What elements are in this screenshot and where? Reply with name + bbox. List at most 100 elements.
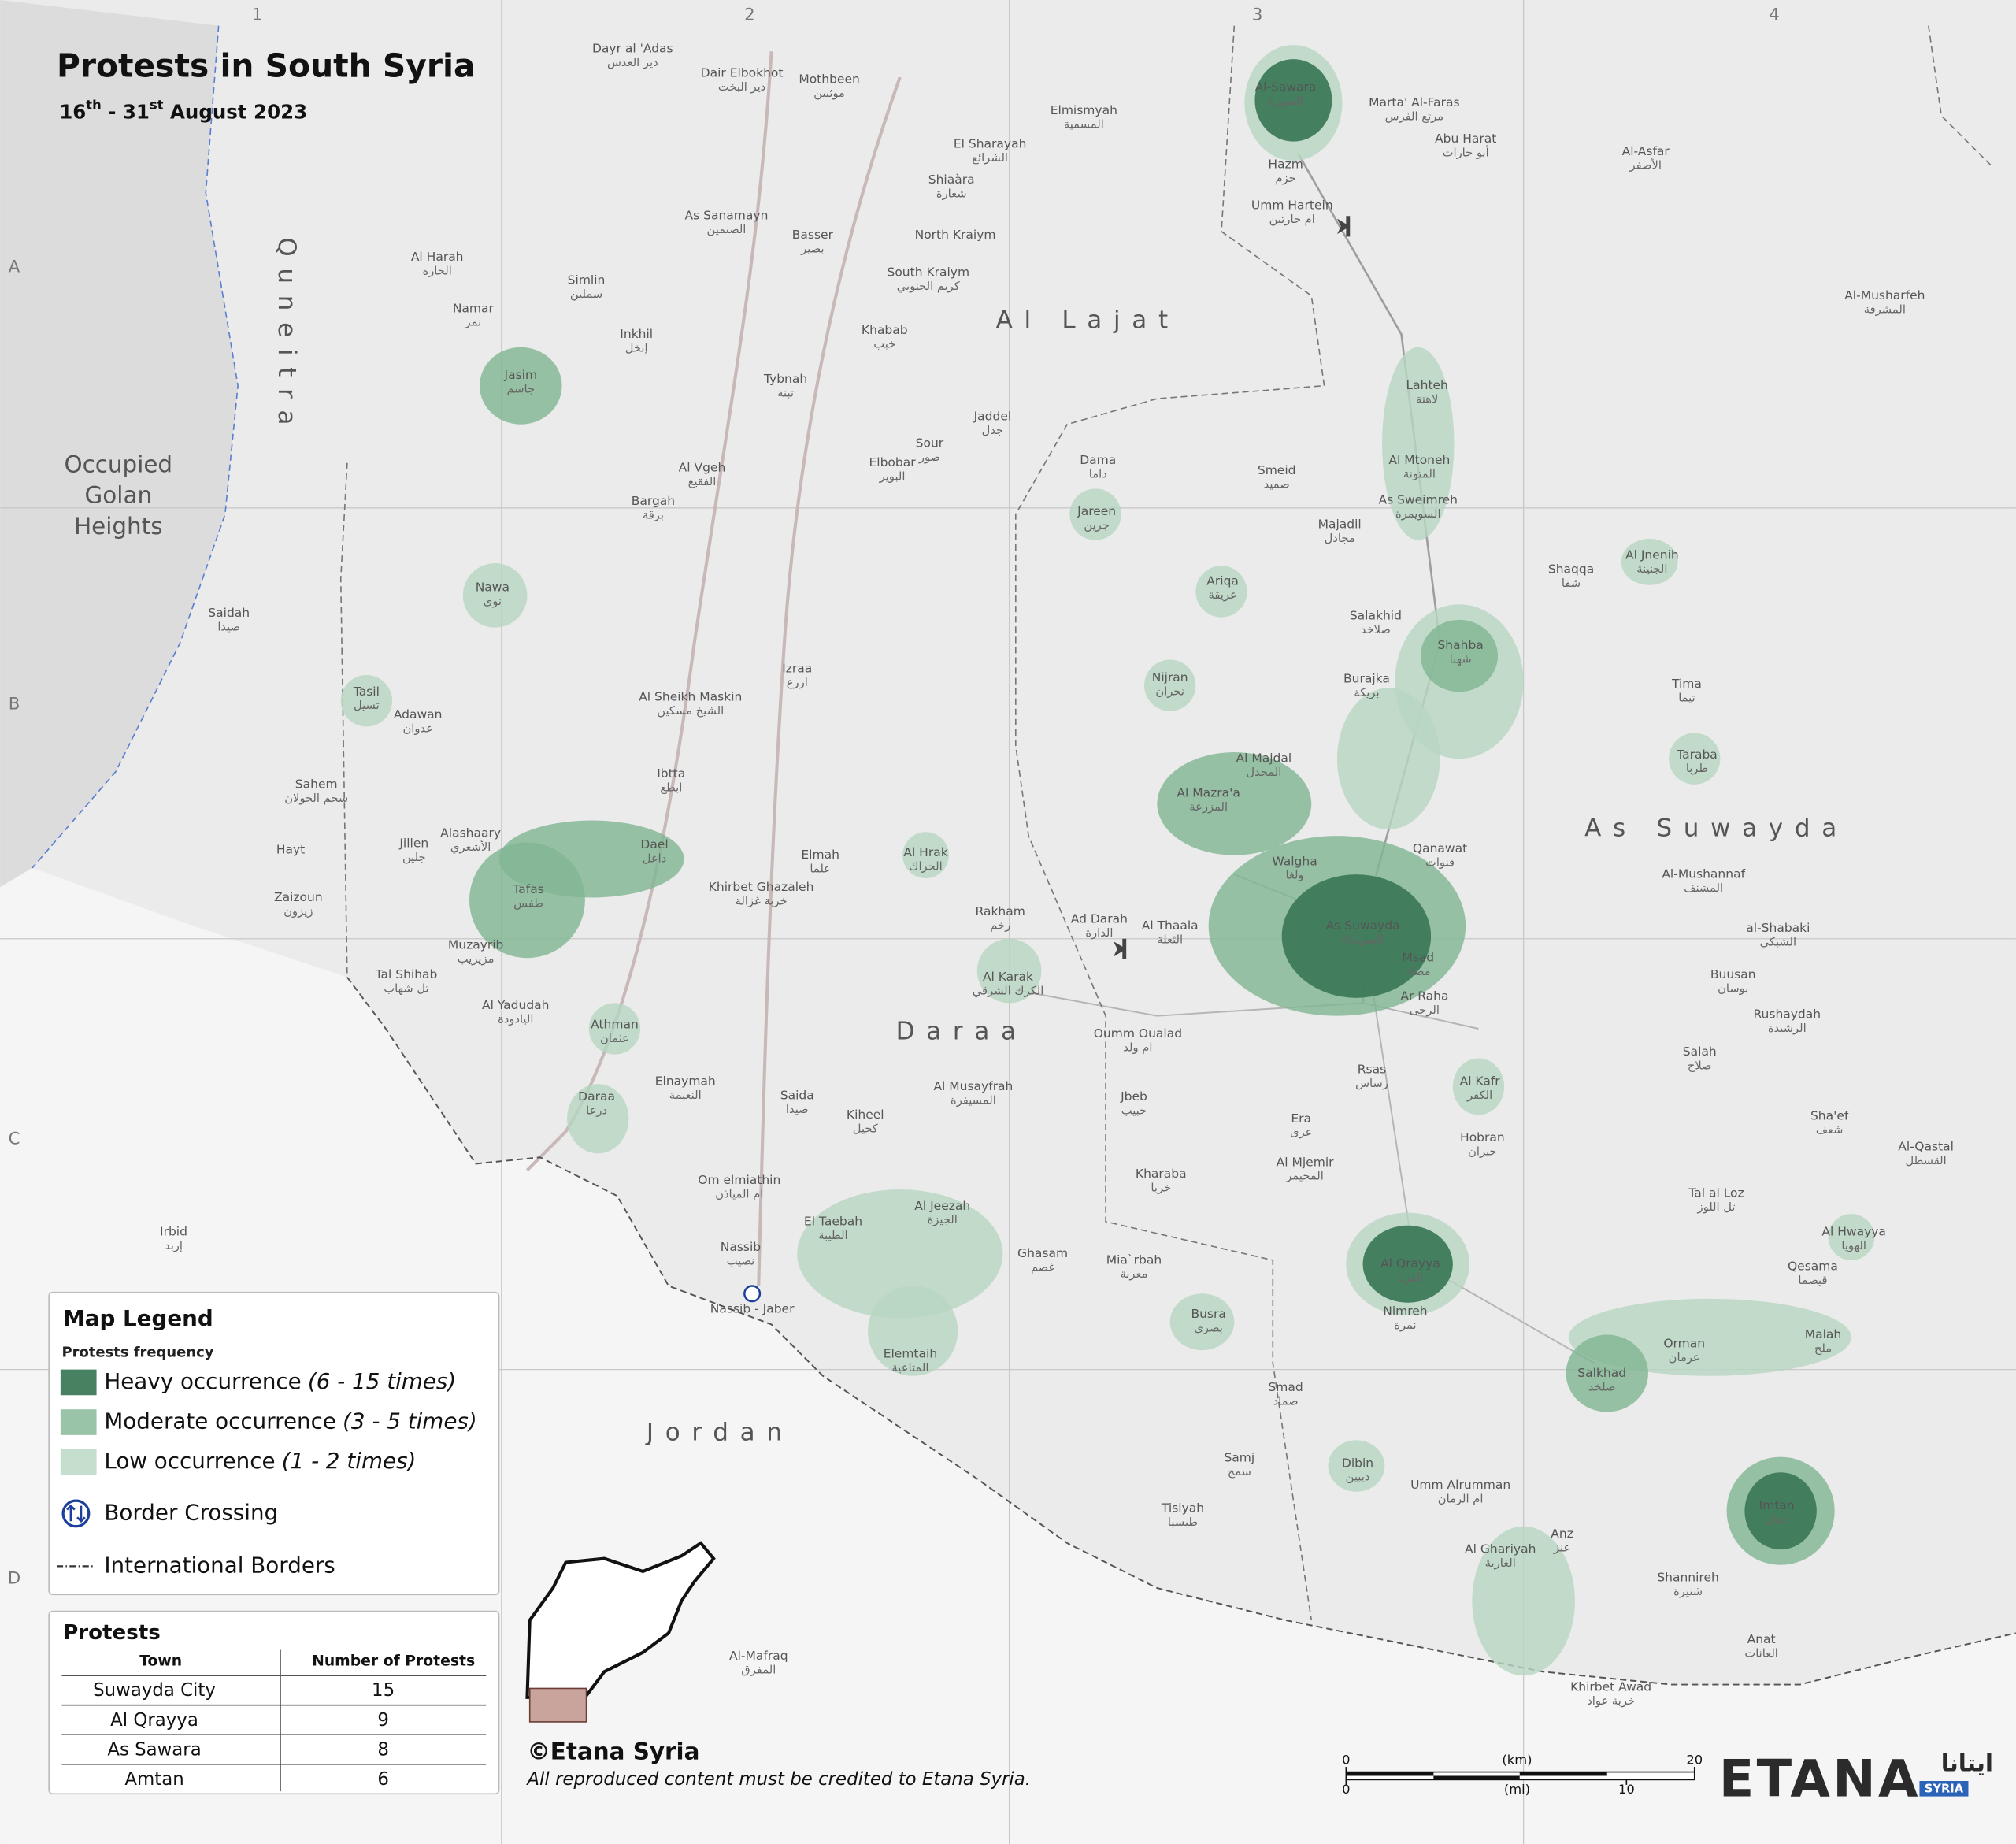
scale-tick-label: 10	[1618, 1782, 1635, 1797]
protest-zone	[1144, 659, 1196, 711]
place-label: Al-Mafraq	[729, 1649, 788, 1663]
place-label-arabic: تسيل	[354, 699, 380, 712]
place-label: Oumm Oualad	[1094, 1026, 1182, 1041]
place-label-arabic: موثبين	[813, 87, 845, 100]
place-label-arabic: عثمان	[600, 1032, 629, 1045]
place-label-arabic: سمج	[1228, 1465, 1251, 1479]
governorate-border	[1014, 25, 1325, 1621]
protest-zone	[1421, 619, 1498, 692]
grid-column-label: 2	[744, 6, 755, 25]
place-label-arabic: صلاخد	[1361, 623, 1391, 636]
place-label: Al Vgeh	[679, 461, 726, 475]
superscript: th	[86, 98, 101, 113]
place-label: Alashaary	[440, 826, 501, 840]
place-label: Imtan	[1759, 1498, 1795, 1512]
protest-zone	[868, 1286, 958, 1376]
place-label-arabic: صماد	[1273, 1394, 1299, 1408]
place-label-arabic: نجران	[1155, 685, 1184, 698]
place-label-arabic: مزيريب	[458, 952, 495, 966]
place-label-arabic: ام حارتين	[1269, 213, 1315, 226]
golan-area	[0, 0, 239, 888]
place-label-arabic: الرحى	[1410, 1004, 1440, 1017]
place-label-arabic: نمرة	[1394, 1319, 1416, 1332]
place-label: Dael	[640, 837, 668, 852]
table-cell: Al Qrayya	[110, 1710, 198, 1731]
place-label: Al Kafr	[1460, 1074, 1501, 1088]
place-label: Sha'ef	[1810, 1109, 1849, 1123]
place-label-arabic: الأصفر	[1629, 158, 1661, 173]
place-label-arabic: ام الرمان	[1438, 1492, 1484, 1505]
place-label-arabic: مرتع الفرس	[1385, 110, 1444, 124]
scale-bar-segment	[1519, 1772, 1607, 1776]
place-label: Khirbet Awad	[1570, 1679, 1651, 1694]
place-label-arabic: برقة	[643, 509, 664, 522]
legend-item-label: Heavy occurrence	[104, 1368, 301, 1394]
legend-item-range: (3 - 5 times)	[343, 1408, 477, 1434]
place-label: Hobran	[1460, 1130, 1505, 1145]
place-label: Smad	[1268, 1380, 1303, 1394]
protest-zone	[1452, 1058, 1505, 1115]
place-label-arabic: علما	[810, 863, 831, 876]
legend-swatch	[60, 1409, 97, 1435]
place-label: Umm Hartein	[1251, 198, 1333, 213]
place-label-arabic: خربة عواد	[1587, 1694, 1635, 1708]
place-label: Tybnah	[763, 372, 807, 386]
place-label: Saidah	[208, 606, 250, 620]
place-label: Ghasam	[1017, 1246, 1068, 1260]
airport-icon	[1113, 938, 1127, 959]
place-label: Buusan	[1710, 967, 1756, 981]
place-label: Shahba	[1437, 638, 1483, 652]
place-label: Dayr al 'Adas	[592, 42, 673, 56]
region-label: Heights	[74, 513, 162, 540]
protest-zone	[462, 563, 528, 628]
place-label-arabic: عدوان	[402, 722, 432, 736]
place-label: Ad Darah	[1071, 912, 1128, 926]
place-label: Al-Asfar	[1622, 144, 1670, 158]
place-label-arabic: الجنينة	[1636, 562, 1667, 576]
place-label: Jasim	[504, 368, 538, 382]
place-label-arabic: حبران	[1468, 1145, 1496, 1159]
place-label: Muzayrib	[448, 937, 504, 952]
place-label-arabic: شقا	[1562, 577, 1581, 590]
place-label-arabic: حزم	[1275, 172, 1295, 185]
place-label: Jillen	[398, 836, 428, 850]
place-label-arabic: بريكة	[1354, 686, 1379, 699]
table-cell: 8	[377, 1739, 389, 1760]
place-label-arabic: جلين	[402, 851, 426, 864]
legend-swatch	[60, 1369, 97, 1396]
place-label-arabic: دير البخت	[718, 80, 765, 94]
scale-tick-label: 0	[1342, 1752, 1350, 1767]
place-label-arabic: كحيل	[853, 1122, 878, 1135]
protest-zone	[1669, 733, 1721, 785]
legend-item-range: (6 - 15 times)	[308, 1368, 456, 1394]
place-label: As Sweimreh	[1379, 493, 1458, 507]
protest-zone	[469, 842, 585, 959]
superscript: st	[150, 98, 164, 113]
place-label-arabic: قنوات	[1425, 855, 1455, 869]
legend-borders: International Borders	[104, 1552, 335, 1578]
place-label: Al Harah	[411, 250, 464, 264]
region-label: Al Lajat	[996, 306, 1180, 335]
place-label: Tafas	[512, 882, 543, 896]
place-label-arabic: ام ولد	[1123, 1041, 1152, 1054]
place-label-arabic: الثعلة	[1157, 933, 1183, 946]
place-label: Bargah	[632, 494, 675, 508]
governorate-border	[1928, 25, 1994, 168]
place-label: Walgha	[1272, 854, 1317, 868]
protest-zone	[1828, 1214, 1875, 1260]
grid-column-label: 1	[252, 6, 263, 25]
grid-labels: 1 2 3 4 A B C D	[8, 6, 1780, 1589]
region-label: Quneitra	[272, 237, 301, 436]
place-label: Era	[1291, 1111, 1311, 1126]
place-label-arabic: خربة غزالة	[736, 894, 788, 907]
place-label-arabic: الصنمين	[707, 223, 747, 236]
legend-subtitle: Protests frequency	[61, 1344, 213, 1360]
place-label-arabic: سملين	[570, 288, 602, 301]
place-label-arabic: داما	[1089, 467, 1107, 480]
legend-item: Moderate occurrence (3 - 5 times)	[104, 1408, 476, 1434]
place-label-arabic: إربد	[165, 1239, 183, 1252]
place-label-arabic: اليادودة	[498, 1013, 533, 1026]
airport-icon	[1336, 216, 1351, 237]
place-label-arabic: تل اللوز	[1697, 1200, 1736, 1214]
protest-zone	[1336, 688, 1440, 829]
